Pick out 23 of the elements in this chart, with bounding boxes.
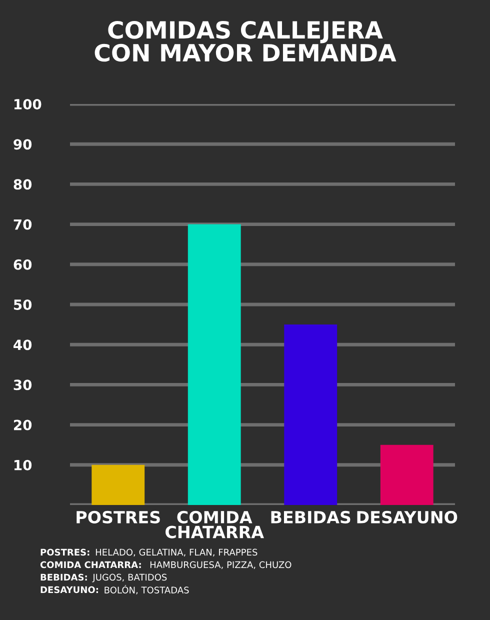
y-tick-label: 20 bbox=[14, 420, 32, 430]
y-tick-label: 40 bbox=[14, 340, 32, 350]
y-tick-label: 70 bbox=[14, 219, 32, 230]
x-tick-label: COMIDA CHATARRA bbox=[166, 510, 264, 538]
y-tick-label: 80 bbox=[14, 179, 32, 190]
y-tick-label: 90 bbox=[14, 139, 32, 150]
bar bbox=[380, 444, 434, 505]
text: COMIDA CHATARRA: HAMBURGUESA, PIZZA, CHUZO bbox=[40, 561, 292, 570]
bar bbox=[284, 324, 338, 505]
y-tick-label: 50 bbox=[14, 299, 32, 310]
x-tick-label: DESAYUNO bbox=[357, 510, 458, 524]
text: POSTRES: HELADO, GELATINA, FLAN, FRAPPES bbox=[40, 548, 258, 557]
y-tick-label: 10 bbox=[14, 460, 32, 470]
bar bbox=[92, 464, 145, 505]
text: BEBIDAS: JUGOS, BATIDOS bbox=[40, 574, 167, 582]
text: DESAYUNO: BOLÓN, TOSTADAS bbox=[40, 584, 189, 594]
x-tick-label: POSTRES bbox=[76, 510, 160, 524]
chart-title: COMIDAS CALLEJERA CON MAYOR DEMANDA bbox=[94, 20, 396, 62]
y-tick-label: 100 bbox=[14, 98, 42, 110]
y-tick-label: 60 bbox=[14, 259, 32, 270]
y-tick-label: 30 bbox=[14, 380, 32, 390]
x-tick-label: BEBIDAS bbox=[271, 510, 350, 524]
bar bbox=[188, 224, 241, 505]
